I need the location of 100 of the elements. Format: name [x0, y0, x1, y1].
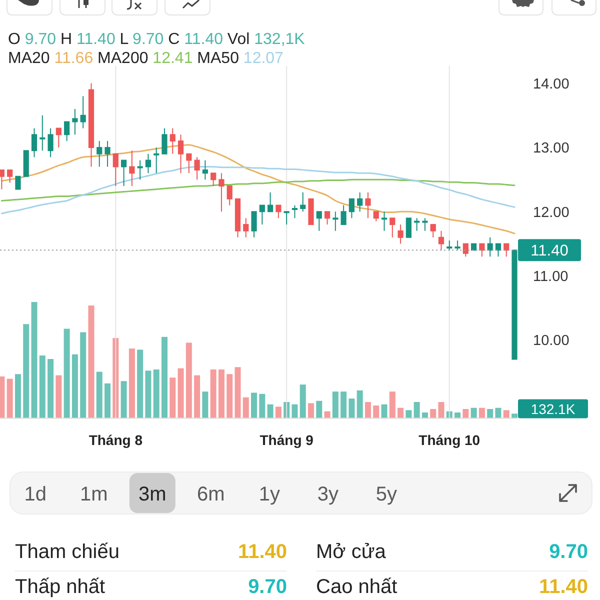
candlestick: [104, 140, 110, 168]
candlestick: [129, 150, 135, 186]
candlestick: [373, 211, 379, 222]
bar: [96, 372, 102, 418]
candlestick: [357, 192, 363, 212]
bar: [23, 324, 30, 418]
candlestick: [31, 128, 38, 158]
candlestick: [406, 218, 412, 238]
candlestick: [194, 156, 200, 180]
bar: [398, 408, 404, 418]
bar: [300, 384, 306, 418]
ref-line-label: 11.40: [530, 242, 569, 260]
bar: [80, 332, 86, 418]
bar: [356, 390, 363, 418]
candlestick: [414, 218, 420, 232]
candlestick: [430, 224, 436, 238]
candlestick: [398, 224, 404, 244]
candlestick: [88, 82, 94, 168]
text: 1m: [80, 484, 108, 506]
text: Thấp nhất: [15, 576, 106, 598]
candlestick: [300, 192, 306, 212]
candlestick: [96, 140, 102, 168]
candlestick: [48, 128, 54, 158]
bar: [56, 375, 62, 418]
bar: [422, 412, 428, 418]
bar: [430, 408, 436, 418]
bar: [324, 411, 330, 418]
bar: [202, 392, 208, 418]
bar: [120, 381, 127, 418]
bar: [104, 383, 111, 418]
y-tick-label: 13.00: [533, 140, 570, 157]
text: 1y: [258, 484, 280, 506]
bar: [64, 328, 70, 418]
bar: [0, 376, 5, 418]
bar: [503, 410, 510, 418]
candlestick: [259, 204, 265, 225]
candlestick: [276, 204, 282, 219]
candlestick: [251, 211, 257, 238]
candlestick: [340, 204, 346, 225]
bar: [512, 414, 518, 418]
bar: [48, 358, 54, 418]
text: O 9.70 H 11.40 L 9.70 C 11.40 Vol 132,1K: [8, 31, 305, 48]
candlestick: [72, 108, 78, 136]
candlestick: [422, 218, 428, 232]
candlestick: [210, 172, 216, 186]
candlestick: [332, 211, 338, 232]
candlestick: [162, 128, 168, 154]
bar: [389, 392, 396, 418]
text: MA20 11.66 MA200 12.41 MA50 12.07: [8, 50, 284, 67]
bar: [381, 404, 388, 418]
candlestick: [120, 160, 127, 186]
text: 9.70: [248, 576, 287, 598]
text: 9.70: [549, 541, 588, 563]
bar: [470, 408, 477, 418]
bar: [161, 336, 168, 418]
candlestick: [80, 96, 86, 129]
bar: [348, 398, 355, 418]
candlestick: [112, 153, 118, 186]
bar: [72, 354, 78, 418]
y-tick-label: 12.00: [533, 204, 570, 221]
candlestick: [226, 185, 232, 206]
bar: [218, 369, 224, 418]
bar: [14, 374, 21, 418]
bar: [364, 402, 371, 418]
candlestick: [64, 121, 70, 142]
text: 6m: [197, 484, 225, 506]
bar: [292, 404, 298, 418]
bar: [234, 367, 241, 418]
bar: [406, 410, 412, 418]
text: 132.1K: [530, 400, 576, 417]
bar: [226, 374, 233, 418]
candlestick: [145, 153, 152, 174]
candlestick: [40, 114, 46, 152]
candlestick: [268, 192, 274, 212]
x-tick-label: Tháng 8: [88, 432, 143, 448]
bar: [462, 408, 469, 418]
line-series: [0, 178, 516, 202]
candlestick: [446, 240, 452, 251]
candlestick: [308, 198, 314, 225]
text: Cao nhất: [316, 576, 398, 598]
text: 11.40: [539, 576, 588, 598]
line-series: [0, 166, 516, 214]
candlestick: [495, 243, 502, 258]
y-tick-label: 10.00: [533, 333, 570, 350]
bar: [454, 412, 461, 418]
y-tick-label: 11.00: [533, 269, 568, 286]
bar: [186, 342, 192, 418]
bar: [128, 348, 135, 418]
text: 3m: [138, 484, 166, 506]
text: 3y: [317, 484, 338, 506]
candlestick: [348, 198, 355, 219]
candlestick: [218, 172, 224, 212]
bar: [88, 305, 94, 418]
candlestick: [292, 204, 298, 219]
bar: [210, 369, 216, 418]
x-tick-label: Tháng 10: [418, 432, 480, 448]
candlestick: [154, 146, 160, 174]
candlestick: [462, 243, 468, 258]
x-tick-label: Tháng 9: [260, 432, 314, 448]
bar: [170, 378, 176, 418]
